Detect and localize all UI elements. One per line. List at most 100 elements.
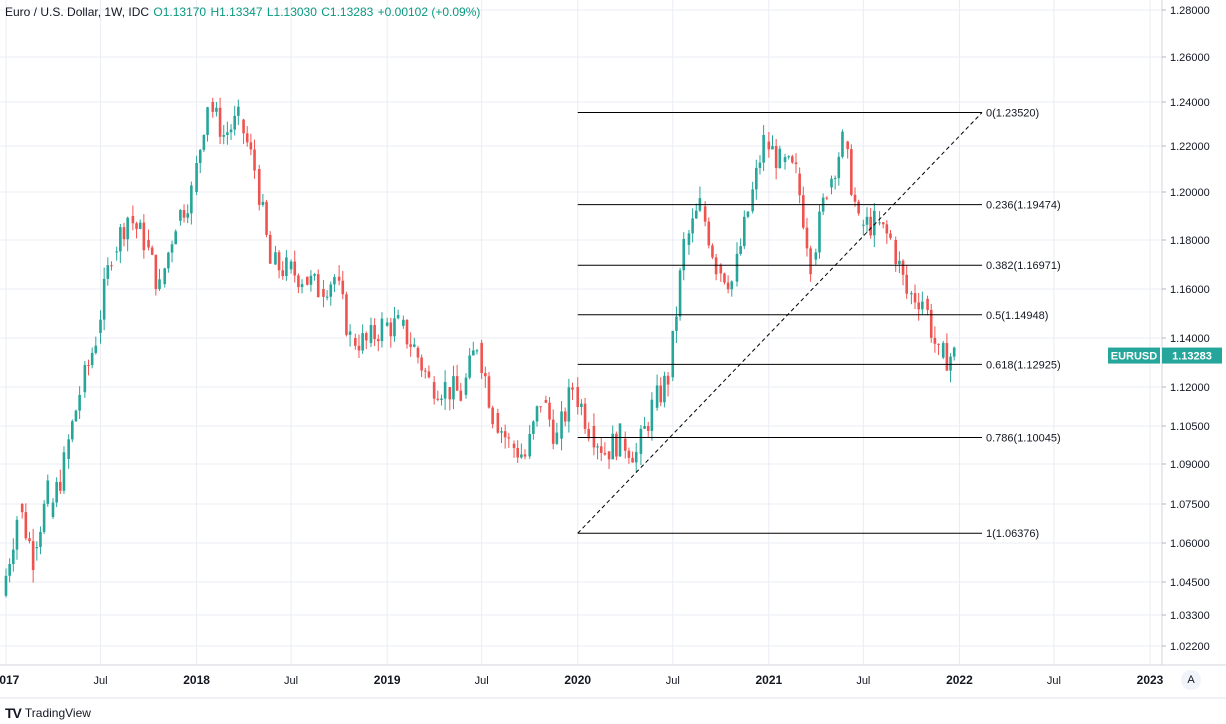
price-tick-label: 1.10500 xyxy=(1170,421,1210,433)
candle-body xyxy=(735,253,739,282)
candle-body xyxy=(862,224,865,226)
time-tick-label: 2018 xyxy=(183,673,210,687)
candle-body xyxy=(583,403,587,429)
candle-body xyxy=(814,252,818,260)
fib-trend-line[interactable] xyxy=(577,112,983,534)
candle-body xyxy=(150,247,154,255)
candle-body xyxy=(277,252,281,271)
candle-body xyxy=(751,189,754,212)
candle-body xyxy=(949,356,952,371)
candle-body xyxy=(468,355,471,378)
candle-body xyxy=(787,156,790,158)
candle-body xyxy=(55,481,58,503)
high-value: H1.13347 xyxy=(210,5,263,19)
candle-body xyxy=(274,252,277,265)
candle-body xyxy=(830,178,833,188)
fibonacci-retracement[interactable]: 0(1.23520) 0.236(1.19474) 0.382(1.16971) 0.… xyxy=(577,108,1061,541)
candle-body xyxy=(544,400,548,403)
candle-body xyxy=(448,387,452,400)
time-tick-label: Jul xyxy=(1047,675,1061,687)
symbol-tag xyxy=(1108,347,1160,364)
candle-body xyxy=(427,371,431,378)
candle-body xyxy=(910,293,913,295)
candle-body xyxy=(12,549,15,564)
candle-body xyxy=(833,178,837,180)
candle-body xyxy=(440,398,443,400)
candle-body xyxy=(723,273,726,283)
candle-body xyxy=(623,438,627,451)
candle-body xyxy=(655,385,659,408)
symbol-tag-text: EURUSD xyxy=(1111,351,1158,363)
candle-body xyxy=(730,281,734,290)
candle-body xyxy=(643,426,646,429)
tradingview-logo-icon: TV xyxy=(5,705,22,721)
time-tick-label: Jul xyxy=(856,675,870,687)
open-value: O1.13170 xyxy=(153,5,207,19)
candle-body xyxy=(71,421,74,440)
candle-body xyxy=(627,450,631,458)
candle-body xyxy=(663,375,666,403)
candle-body xyxy=(322,289,325,297)
candle-body xyxy=(767,141,771,150)
candle-body xyxy=(24,512,28,539)
candle-body xyxy=(218,107,222,137)
candle-body xyxy=(237,106,240,116)
candle-body xyxy=(163,268,167,285)
candle-body xyxy=(62,452,66,491)
candle-body xyxy=(607,451,611,460)
candle-body xyxy=(31,541,35,571)
candle-body xyxy=(952,347,956,357)
candle-body xyxy=(496,413,500,433)
candle-body xyxy=(917,302,920,310)
candle-body xyxy=(35,547,39,549)
candle-body xyxy=(393,318,396,337)
price-tick-label: 1.09000 xyxy=(1170,459,1210,471)
price-tick-label: 1.12000 xyxy=(1170,382,1210,394)
candle-body xyxy=(567,387,571,422)
tradingview-logo[interactable]: TV TradingView xyxy=(5,705,91,721)
candle-body xyxy=(805,227,809,249)
candle-body xyxy=(615,433,618,457)
last-price-text: 1.13283 xyxy=(1172,351,1212,363)
candle-body xyxy=(154,254,158,290)
price-axis[interactable]: 1.28000 1.26000 1.24000 1.22000 1.20000 1.180… xyxy=(1161,0,1226,665)
candle-body xyxy=(364,333,368,341)
candle-body xyxy=(726,282,730,290)
candle-body xyxy=(452,376,455,400)
grid-lines xyxy=(0,0,1162,665)
candle-body xyxy=(409,344,412,347)
candle-body xyxy=(341,280,345,295)
candle-body xyxy=(261,201,265,205)
time-tick-label: 2017 xyxy=(0,673,20,687)
candle-body xyxy=(809,248,812,275)
time-axis[interactable]: 2017 Jul 2018 Jul 2019 Jul 2020 Jul 2021 Jul 2022 J… xyxy=(0,664,1226,699)
candle-body xyxy=(333,276,336,285)
candle-body xyxy=(268,234,272,264)
candle-body xyxy=(222,135,226,137)
candle-body xyxy=(587,428,591,439)
candle-body xyxy=(8,563,11,576)
candle-body xyxy=(413,344,416,347)
candle-body xyxy=(206,107,209,136)
candle-body xyxy=(253,149,256,171)
candle-body xyxy=(174,231,177,245)
candle-body xyxy=(348,331,352,335)
candle-body xyxy=(313,274,316,276)
candle-body xyxy=(83,365,87,393)
auto-scale-button[interactable]: A xyxy=(1181,670,1201,690)
candle-body xyxy=(646,426,650,431)
candle-body xyxy=(746,211,750,217)
price-tick-label: 1.03300 xyxy=(1170,610,1210,622)
candle-body xyxy=(131,216,135,224)
candle-body xyxy=(309,275,313,285)
candle-body xyxy=(405,319,409,345)
fib-level-label: 0.382(1.16971) xyxy=(986,260,1061,272)
candle-body xyxy=(933,337,937,344)
candle-body xyxy=(67,439,70,459)
candle-body xyxy=(90,352,94,366)
candle-body xyxy=(305,276,309,285)
candle-body xyxy=(491,407,494,425)
candle-body xyxy=(682,238,686,271)
candle-body xyxy=(691,218,694,234)
